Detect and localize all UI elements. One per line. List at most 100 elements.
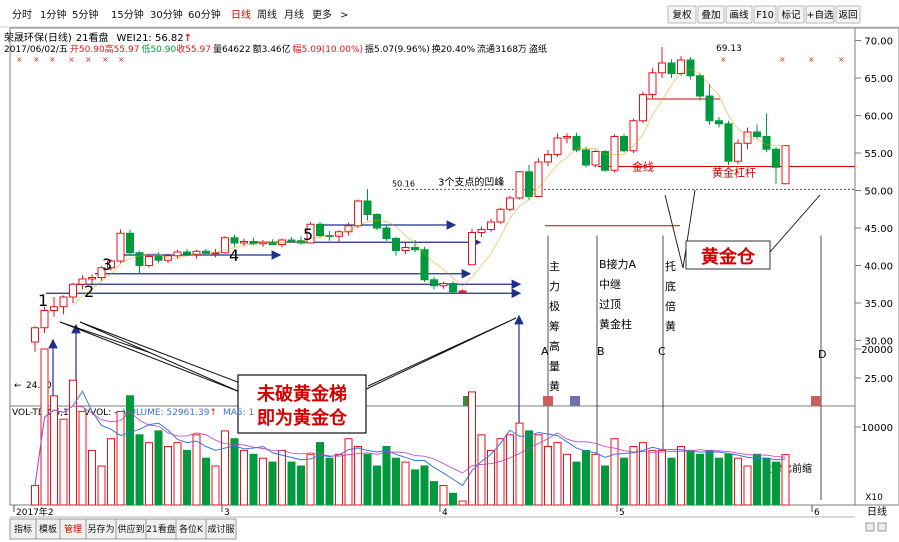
candle-15 xyxy=(173,249,182,259)
candle-body xyxy=(88,277,96,280)
bottom-tab-4[interactable]: 供应到 xyxy=(115,518,147,540)
candle-body xyxy=(439,283,448,287)
timeframe-0[interactable]: 分时 xyxy=(12,9,32,21)
volume-bar-59 xyxy=(591,453,600,506)
callout-pointer-1 xyxy=(79,321,249,393)
toolbar-button-3[interactable]: F10 xyxy=(753,5,777,24)
bottom-tab-label-0: 指标 xyxy=(14,523,32,535)
date-axis: 2017年2 3 4 5 6 xyxy=(13,505,820,518)
toolbar-button-6[interactable]: 返回 xyxy=(835,5,861,24)
candle-body xyxy=(715,120,723,125)
bottom-tab-5[interactable]: 21看盘 xyxy=(145,518,177,540)
candle-body xyxy=(487,221,495,230)
event-tag-icon-2[interactable] xyxy=(570,396,580,406)
candle-body xyxy=(97,267,106,278)
col-b-text-1: 中继 xyxy=(599,278,621,291)
timeframe-10[interactable]: > xyxy=(340,10,348,21)
volume-bar-56 xyxy=(563,453,571,506)
volume-bar-19 xyxy=(211,465,220,506)
toolbar-button-frame-1 xyxy=(697,5,725,24)
x-marker-0: × xyxy=(16,55,23,64)
volume-bar-48 xyxy=(487,449,495,506)
candle-body xyxy=(401,247,410,251)
timeframe-3[interactable]: 15分钟 xyxy=(111,8,144,21)
timeframe-7[interactable]: 周线 xyxy=(257,8,277,21)
ladder-number-1: 1 xyxy=(38,291,48,310)
golden-warehouse-label: 黄金仓 xyxy=(701,246,756,268)
timeframe-9[interactable]: 更多 xyxy=(312,8,332,21)
candle-78 xyxy=(772,147,780,184)
candle-body xyxy=(772,148,780,168)
candle-39 xyxy=(401,241,410,255)
bottom-tab-3[interactable]: 另存为 xyxy=(85,518,117,540)
low-price-label: ← xyxy=(14,381,22,391)
candle-3 xyxy=(59,295,68,315)
candle-body xyxy=(145,256,153,266)
volume-bar-6 xyxy=(88,449,96,506)
volume-bar-31 xyxy=(325,457,334,506)
bottom-tab-2[interactable]: 管理 xyxy=(59,518,87,540)
candle-69 xyxy=(686,57,695,80)
volume-bar-25 xyxy=(268,461,277,506)
volume-axis: 20000 10000 X10 xyxy=(855,345,893,503)
price-tick-label-8: 30.00 xyxy=(864,337,893,348)
timeframe-4[interactable]: 30分钟 xyxy=(150,8,183,21)
scroll-left-button[interactable] xyxy=(865,522,875,532)
candle-body xyxy=(107,260,115,269)
vvol-value: VVOL: - xyxy=(84,408,117,418)
bottom-tab-0[interactable]: 指标 xyxy=(9,518,37,540)
col-a-text-0: 主 xyxy=(549,260,560,273)
candle-body xyxy=(515,171,524,199)
volume-bar-41 xyxy=(420,465,429,506)
golden-line-label: 金线 xyxy=(632,160,654,174)
volume-bar-68 xyxy=(677,446,685,506)
volume-bar-74 xyxy=(734,457,742,506)
toolbar-button-frame-2 xyxy=(725,5,753,24)
candle-7 xyxy=(97,266,106,281)
candle-22 xyxy=(240,238,248,246)
toolbar-button-5[interactable]: +自选 xyxy=(805,5,835,24)
candle-20 xyxy=(221,236,229,254)
candle-body xyxy=(591,151,600,166)
scroll-right-button[interactable] xyxy=(877,522,887,532)
toolbar-button-frame-4 xyxy=(777,5,805,24)
toolbar-button-0[interactable]: 复权 xyxy=(667,5,697,24)
candle-body xyxy=(363,200,372,215)
timeframe-8[interactable]: 月线 xyxy=(284,8,304,21)
x-marker-2: × xyxy=(49,55,56,64)
col-a-text-5: 量 xyxy=(549,360,560,373)
candle-60 xyxy=(601,150,609,172)
timeframe-5[interactable]: 60分钟 xyxy=(188,8,221,21)
candle-65 xyxy=(648,68,657,99)
indicator-name: 21看盘 xyxy=(76,31,109,44)
candle-71 xyxy=(705,84,714,125)
candle-body xyxy=(734,142,742,162)
bottom-tab-7[interactable]: 成讨服 xyxy=(205,518,237,540)
marker-letter-3: D xyxy=(818,348,826,361)
candle-body xyxy=(563,136,571,139)
timeframe-1[interactable]: 1分钟 xyxy=(40,8,66,21)
candle-body xyxy=(221,237,229,254)
timeframe-2[interactable]: 5分钟 xyxy=(72,8,98,21)
volume-bar-71 xyxy=(705,449,714,506)
low-price-value: 24.20 xyxy=(26,381,52,391)
event-tag-icon-1[interactable] xyxy=(543,396,553,406)
bottom-tab-6[interactable]: 各位K xyxy=(175,518,207,540)
x-marker-6: × xyxy=(118,55,125,64)
wei-value: WEI21: 56.82 xyxy=(117,33,184,44)
timeframe-6[interactable]: 日线 xyxy=(231,8,251,21)
toolbar-button-4[interactable]: 标记 xyxy=(777,5,805,24)
candle-4 xyxy=(69,282,77,303)
bottom-tab-1[interactable]: 模板 xyxy=(35,518,61,540)
toolbar-button-label-0: 复权 xyxy=(672,9,692,21)
x-marker-5: × xyxy=(102,55,109,64)
toolbar-button-1[interactable]: 叠加 xyxy=(697,5,725,24)
toolbar-button-2[interactable]: 画线 xyxy=(725,5,753,24)
candle-8 xyxy=(107,259,115,271)
candle-45 xyxy=(458,289,467,294)
event-tag-icon-3[interactable] xyxy=(811,396,821,406)
price-axis: 70.00 65.00 60.00 55.00 50.00 45.00 40.00 35.00… xyxy=(855,37,893,385)
candle-body xyxy=(705,95,714,122)
candle-50 xyxy=(506,195,514,212)
